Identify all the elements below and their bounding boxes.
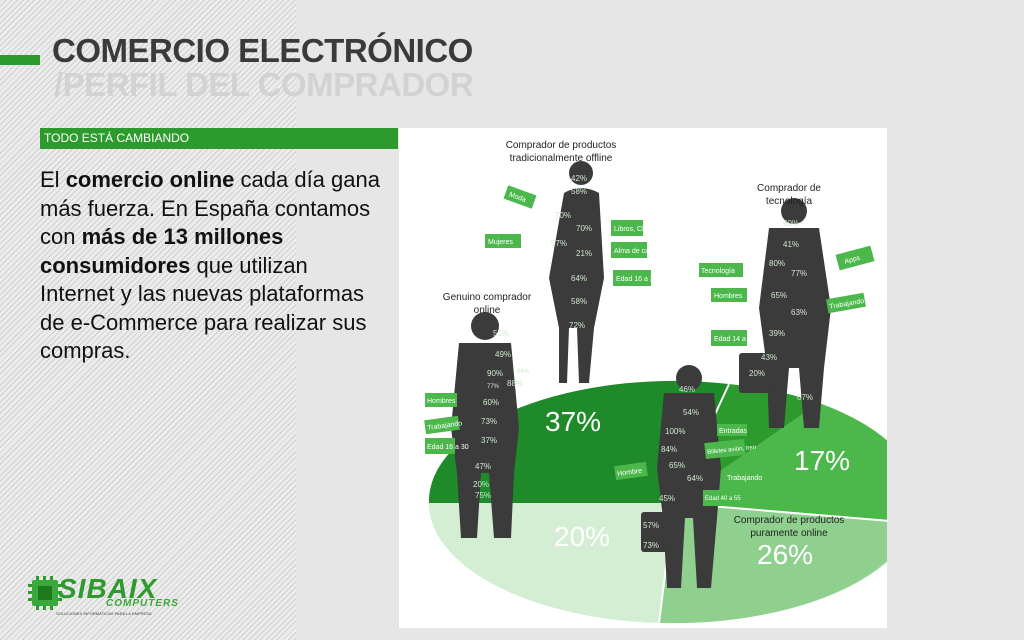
offline-tag-1: Mujeres: [488, 239, 513, 246]
body-paragraph: El comercio online cada día gana más fue…: [40, 166, 380, 366]
pure-stat-1: 54%: [683, 408, 699, 417]
genuine-stat-1: 49%: [495, 350, 511, 359]
genuine-stat-3: 84%: [517, 369, 530, 375]
pure-tag-2: Hombre: [617, 467, 643, 477]
tech-stat-3: 77%: [791, 269, 807, 278]
tech-stat-6: 39%: [769, 329, 785, 338]
pure-stat-4: 65%: [669, 461, 685, 470]
pure-stat-3: 84%: [661, 445, 677, 454]
body-bold-2: más de 13 millones consumidores: [40, 224, 284, 278]
genuine-title-1: Genuino comprador: [443, 292, 532, 303]
body-text-1: El: [40, 167, 66, 192]
tech-stat-9: 67%: [797, 393, 813, 402]
striped-side-panel: [0, 0, 296, 640]
pie-slice-pure: [659, 503, 914, 624]
chip-icon: [28, 576, 62, 610]
pure-stat-6: 45%: [659, 494, 675, 503]
genuine-stat-9: 47%: [475, 462, 491, 471]
genuine-title-2: online: [474, 305, 501, 316]
offline-stat-8: 72%: [569, 321, 585, 330]
offline-tag-3: Alma de casa: [614, 248, 657, 255]
genuine-stat-5: 77%: [487, 384, 500, 390]
tech-tag-4: Edad 14 a 45: [714, 336, 756, 343]
offline-title-1: Comprador de productos: [506, 140, 617, 151]
tech-stat-1: 41%: [783, 240, 799, 249]
genuine-stat-8: 37%: [481, 436, 497, 445]
pure-stat-5: 64%: [687, 474, 703, 483]
section-tag: TODO ESTÁ CAMBIANDO: [40, 128, 398, 149]
tech-tag-1: Tecnología: [701, 268, 735, 275]
pie-value-tech: 17%: [794, 445, 850, 476]
tech-stat-5: 63%: [791, 308, 807, 317]
offline-title-2: tradicionalmente offline: [510, 153, 613, 164]
pure-title-1: Comprador de productos: [734, 515, 845, 526]
tech-stat-0: 60%: [783, 219, 799, 228]
tech-tag-0: Apps: [844, 255, 862, 266]
page-subtitle: /PERFIL DEL COMPRADOR: [54, 66, 474, 103]
figure-genuine-man: [451, 312, 519, 538]
sibaix-logo: [28, 576, 62, 610]
offline-stat-6: 64%: [571, 274, 587, 283]
pie-slice-offline: [428, 503, 674, 623]
page-title: COMERCIO ELECTRÓNICO: [52, 32, 473, 69]
offline-stat-7: 58%: [571, 297, 587, 306]
figure-offline-woman: [549, 161, 604, 383]
figure-pure-man: [641, 365, 721, 588]
pure-title-2: puramente online: [750, 528, 828, 539]
genuine-stat-7: 73%: [481, 417, 497, 426]
tech-stat-4: 65%: [771, 291, 787, 300]
offline-stat-3: 70%: [576, 224, 592, 233]
genuine-stat-6: 60%: [483, 398, 499, 407]
genuine-stat-4: 88%: [507, 379, 523, 388]
pie-value-offline: 20%: [554, 521, 610, 552]
offline-stat-1: 58%: [571, 187, 587, 196]
genuine-tag-2: Edad 16 a 30: [427, 444, 469, 451]
body-text-3: que utilizan Internet y las nuevas plata…: [40, 252, 367, 364]
buyer-profile-infographic: Comprador de productos tradicionalmente …: [399, 128, 920, 628]
logo-tagline: SOLUCIONES INFORMÁTICAS PARA LA EMPRESA: [56, 611, 152, 616]
genuine-stat-11: 75%: [475, 491, 491, 500]
pure-stat-0: 46%: [679, 385, 695, 394]
pure-stat-7: 57%: [643, 521, 659, 530]
figure-tech-man: [739, 198, 831, 428]
pure-tag-0: Entradas: [719, 428, 748, 435]
genuine-stat-2: 90%: [487, 369, 503, 378]
body-bold-1: comercio online: [65, 167, 235, 192]
logo-wordmark: SIBAIX: [58, 573, 158, 604]
title-accent-bar: [0, 55, 40, 65]
offline-tag-2: Libros, CD: [614, 226, 647, 233]
tech-stat-2: 80%: [769, 259, 785, 268]
offline-stat-5: 21%: [576, 249, 592, 258]
genuine-tag-1: Trabajando: [427, 420, 463, 432]
tech-title-2: tecnología: [766, 196, 813, 207]
body-text-2: cada día gana más fuerza. En España cont…: [40, 167, 380, 249]
pie-slice-tech: [674, 403, 920, 523]
genuine-stat-0: 51%: [493, 329, 509, 338]
offline-stat-2: 70%: [555, 211, 571, 220]
genuine-stat-10: 20%: [473, 480, 489, 489]
tech-stat-8: 20%: [749, 369, 765, 378]
tech-stat-7: 43%: [761, 353, 777, 362]
pie-value-pure: 26%: [757, 539, 813, 570]
tech-tag-2: Hombres: [714, 293, 743, 300]
pure-tag-1: Billetes avión, tren: [707, 445, 756, 456]
offline-stat-0: 42%: [571, 174, 587, 183]
offline-tag-4: Edad 16 a 30: [616, 276, 658, 283]
offline-stat-4: 57%: [551, 239, 567, 248]
logo-subtitle: COMPUTERS: [106, 598, 179, 609]
infographic-svg: Comprador de productos tradicionalmente …: [424, 140, 920, 624]
genuine-tag-0: Hombres: [427, 398, 456, 405]
pie-value-genuine: 37%: [545, 406, 601, 437]
pure-tag-3: Trabajando: [727, 475, 762, 482]
pure-stat-2: 100%: [665, 427, 685, 436]
pure-stat-8: 73%: [643, 541, 659, 550]
pure-tag-4: Edad 40 a 55: [705, 496, 741, 502]
tech-title-1: Comprador de: [757, 183, 821, 194]
